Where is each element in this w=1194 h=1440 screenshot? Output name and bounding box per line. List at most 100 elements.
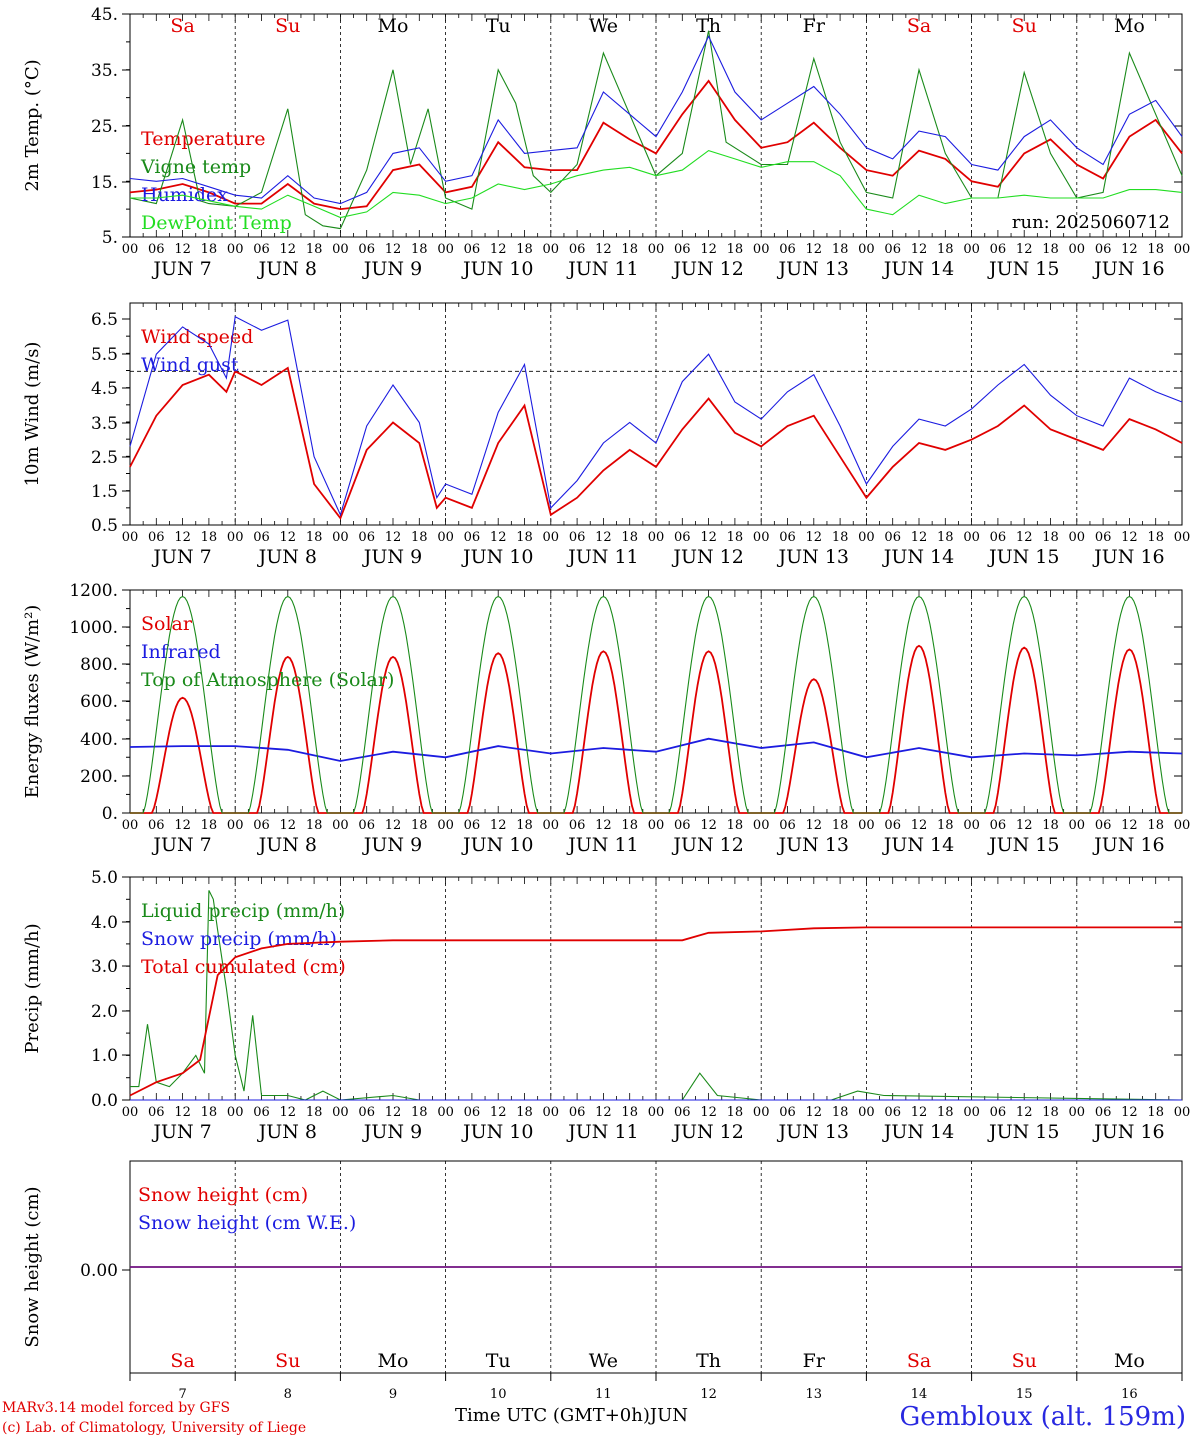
legend-entry: Snow height (cm W.E.) (138, 1212, 356, 1234)
hour-label: 06 (464, 242, 481, 257)
weekday-label: We (589, 1350, 618, 1372)
hour-label: 06 (358, 530, 375, 545)
panel-frame (129, 589, 1183, 814)
hour-label: 12 (595, 818, 612, 833)
legend-entry: DewPoint Temp (141, 212, 292, 234)
hour-label: 00 (332, 1105, 349, 1120)
hour-label: 00 (753, 242, 770, 257)
hour-label: 18 (411, 818, 428, 833)
hour-label: 12 (806, 818, 823, 833)
y-axis-label: 2m Temp. (°C) (22, 59, 43, 191)
legend-entry: Humidex (141, 184, 228, 206)
hour-label: 06 (358, 242, 375, 257)
bottom-day-label: 12 (700, 1387, 717, 1402)
date-label: JUN 13 (777, 834, 849, 856)
weekday-label: Su (275, 15, 300, 37)
hour-label: 06 (1095, 530, 1112, 545)
y-tick-label: 5.0 (91, 868, 118, 888)
hour-label: 00 (963, 1105, 980, 1120)
hour-label: 18 (1042, 242, 1059, 257)
hour-label: 00 (858, 1105, 875, 1120)
hour-label: 18 (727, 530, 744, 545)
hour-label: 00 (753, 818, 770, 833)
hour-label: 12 (490, 818, 507, 833)
date-label: JUN 12 (671, 546, 743, 568)
hour-label: 12 (174, 242, 191, 257)
date-label: JUN 10 (461, 546, 533, 568)
y-tick-label: 0.5 (91, 516, 118, 536)
hour-label: 18 (306, 530, 323, 545)
hour-label: 18 (1147, 242, 1164, 257)
hour-label: 00 (648, 530, 665, 545)
date-label: JUN 16 (1092, 834, 1164, 856)
date-label: JUN 11 (566, 834, 638, 856)
hour-label: 12 (806, 1105, 823, 1120)
bottom-day-label: 14 (911, 1387, 928, 1402)
date-label: JUN 14 (882, 1121, 954, 1143)
hour-label: 00 (753, 1105, 770, 1120)
date-label: JUN 8 (257, 258, 317, 280)
hour-label: 00 (332, 818, 349, 833)
time-axis-label: Time UTC (GMT+0h)JUN (455, 1405, 688, 1426)
hour-label: 00 (332, 242, 349, 257)
hour-label: 06 (253, 1105, 270, 1120)
weekday-label: Fr (803, 1350, 826, 1372)
hour-label: 18 (306, 818, 323, 833)
hour-label: 06 (569, 242, 586, 257)
date-label: JUN 7 (151, 834, 211, 856)
weekday-label: Mo (1114, 1350, 1145, 1372)
hour-label: 06 (148, 1105, 165, 1120)
weekday-label: Tu (486, 1350, 511, 1372)
hour-label: 18 (727, 818, 744, 833)
y-axis-label: 10m Wind (m/s) (22, 342, 43, 487)
date-label: JUN 15 (987, 1121, 1059, 1143)
hour-label: 00 (122, 1105, 139, 1120)
series-line-total-cumulated-cm- (129, 926, 1182, 1097)
hour-label: 00 (858, 818, 875, 833)
hour-label: 06 (464, 530, 481, 545)
hour-label: 00 (543, 818, 560, 833)
weekday-label: Mo (1114, 15, 1145, 37)
hour-label: 12 (385, 530, 402, 545)
date-label: JUN 8 (257, 1121, 317, 1143)
hour-label: 06 (148, 530, 165, 545)
hour-label: 06 (779, 1105, 796, 1120)
hour-label: 00 (1174, 1105, 1191, 1120)
y-tick-label: 3.5 (91, 414, 118, 434)
run-label: run: 2025060712 (1012, 212, 1170, 233)
weekday-label: Su (1012, 1350, 1037, 1372)
y-tick-label: 1200. (69, 581, 118, 601)
hour-label: 00 (648, 242, 665, 257)
hour-label: 18 (621, 818, 638, 833)
hour-label: 06 (779, 242, 796, 257)
hour-label: 12 (911, 242, 928, 257)
y-tick-label: 2.5 (91, 448, 118, 468)
y-tick-label: 4.5 (91, 379, 118, 399)
hour-label: 18 (937, 242, 954, 257)
date-label: JUN 11 (566, 546, 638, 568)
date-label: JUN 9 (362, 1121, 422, 1143)
series-line-wind-gust (129, 315, 1183, 517)
weekday-label: Su (1012, 15, 1037, 37)
hour-label: 00 (122, 530, 139, 545)
series-line-top-of-atmosphere-solar- (130, 595, 1182, 814)
date-label: JUN 10 (461, 834, 533, 856)
date-label: JUN 11 (566, 258, 638, 280)
hour-label: 06 (569, 818, 586, 833)
hour-label: 18 (411, 1105, 428, 1120)
date-label: JUN 10 (461, 1121, 533, 1143)
date-label: JUN 13 (777, 546, 849, 568)
model-credit: MARv3.14 model forced by GFS (2, 1400, 231, 1416)
date-label: JUN 10 (461, 258, 533, 280)
hour-label: 06 (990, 1105, 1007, 1120)
date-label: JUN 12 (671, 258, 743, 280)
hour-label: 12 (1016, 242, 1033, 257)
hour-label: 18 (1042, 530, 1059, 545)
hour-label: 18 (201, 242, 218, 257)
hour-label: 12 (1016, 818, 1033, 833)
hour-label: 12 (1121, 530, 1138, 545)
hour-label: 00 (543, 530, 560, 545)
hour-label: 12 (385, 242, 402, 257)
hour-label: 06 (358, 1105, 375, 1120)
hour-label: 18 (201, 530, 218, 545)
